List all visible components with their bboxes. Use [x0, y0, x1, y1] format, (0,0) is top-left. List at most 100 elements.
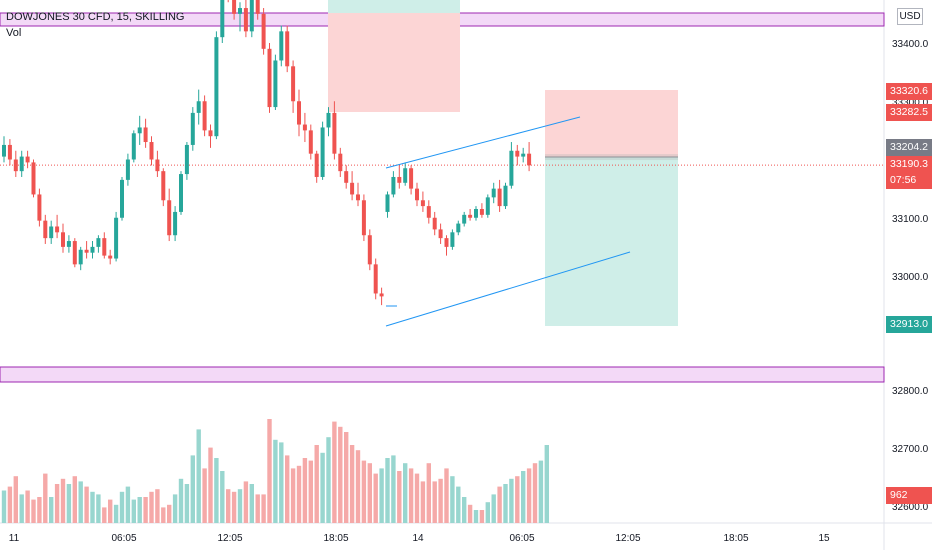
candle-body — [90, 246, 95, 253]
volume-bar — [491, 494, 496, 523]
volume-bar — [149, 491, 154, 523]
volume-bar — [60, 478, 66, 523]
volume-bar — [1, 490, 7, 523]
time-tick-label: 18:05 — [723, 533, 748, 544]
volume-bar — [119, 491, 125, 523]
candle-body — [527, 153, 532, 166]
candle-body — [208, 130, 213, 137]
volume-bar — [214, 458, 219, 523]
price-tick-label: 33400.0 — [892, 39, 929, 50]
volume-bar — [19, 494, 24, 523]
volume-bar — [526, 468, 532, 523]
candle-body — [149, 142, 154, 160]
volume-bar — [102, 507, 107, 523]
volume-bar — [450, 476, 455, 523]
candle-body — [420, 200, 425, 207]
candle-body — [96, 238, 101, 247]
price-tick-label: 32700.0 — [892, 444, 929, 455]
candle-body — [49, 226, 54, 239]
candle-body — [66, 241, 71, 247]
candle-body — [31, 162, 36, 195]
volume-bar — [43, 473, 48, 523]
candle-body — [19, 156, 24, 172]
candle-body — [338, 153, 343, 172]
volume-bar — [479, 510, 485, 523]
candle-body — [120, 179, 124, 218]
candle-body — [444, 238, 449, 247]
candle-body — [503, 185, 508, 207]
volume-bar — [373, 473, 378, 523]
candle-body — [297, 101, 301, 125]
volume-bar — [226, 489, 231, 523]
volume-bar — [338, 426, 343, 523]
candle-body — [61, 232, 65, 247]
candle-body — [255, 0, 260, 14]
candle-body — [243, 8, 248, 32]
volume-bar — [267, 419, 272, 523]
candle-body — [350, 182, 355, 195]
candle-body — [279, 31, 284, 61]
candle-body — [409, 168, 414, 189]
time-tick-label: 06:05 — [509, 533, 534, 544]
volume-bar — [25, 490, 30, 523]
time-tick-label: 12:05 — [615, 533, 640, 544]
volume-bar — [237, 489, 243, 523]
reward-area — [545, 157, 678, 326]
volume-bar — [503, 484, 508, 523]
volume-bar — [196, 429, 201, 523]
candle-body — [2, 144, 6, 157]
volume-bar — [279, 442, 284, 523]
candle-body — [131, 133, 136, 160]
candle-body — [491, 188, 496, 198]
volume-bar — [66, 484, 72, 523]
volume-bar — [497, 486, 502, 523]
prev-close-badge: 33204.2 — [886, 139, 932, 156]
volume-bar — [302, 458, 308, 523]
volume-bar — [408, 468, 414, 523]
prior-reward-area — [328, 0, 460, 13]
channel-upper-line — [385, 116, 581, 169]
candle-body — [108, 255, 113, 259]
candle-body — [450, 232, 455, 247]
volume-bar — [332, 421, 337, 523]
candle-body — [326, 112, 331, 128]
volume-bar — [261, 494, 266, 523]
candle-body — [179, 174, 183, 212]
last-price-badge: 33190.3 — [886, 156, 932, 173]
volume-bar — [485, 502, 490, 523]
candle-body — [25, 156, 30, 163]
candle-body — [13, 159, 18, 172]
volume-bar — [462, 497, 467, 523]
volume-bar — [285, 455, 290, 523]
currency-label[interactable]: USD — [897, 8, 923, 25]
volume-bar — [137, 497, 142, 523]
volume-bar — [96, 494, 101, 523]
volume-bar — [344, 432, 349, 523]
candle-body — [456, 223, 461, 233]
volume-indicator-label[interactable]: Vol — [6, 27, 22, 39]
candle-body — [273, 60, 278, 108]
risk-area — [545, 90, 678, 158]
volume-bar — [7, 486, 13, 523]
volume-bar — [143, 497, 148, 523]
volume-bar — [161, 507, 166, 523]
volume-bar — [84, 486, 89, 523]
candle-body — [78, 249, 83, 265]
candle-body — [190, 112, 195, 145]
candle-body — [344, 171, 349, 183]
countdown-badge: 07:56 — [886, 172, 932, 189]
volume-bar — [155, 489, 160, 523]
volume-bar — [290, 468, 296, 523]
candle-body — [314, 153, 319, 177]
entry-band — [545, 154, 678, 161]
price-tick-label: 33100.0 — [892, 214, 929, 225]
candle-body — [214, 37, 219, 137]
candle-body — [432, 217, 437, 230]
candle-body — [391, 176, 396, 195]
volume-bar — [532, 463, 538, 523]
candle-body — [137, 127, 142, 134]
volume-bar — [231, 491, 237, 523]
candle-body — [143, 127, 148, 143]
candle-body — [320, 127, 325, 177]
